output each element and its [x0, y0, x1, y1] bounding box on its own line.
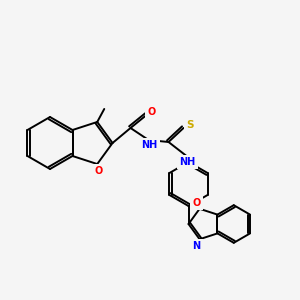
Text: O: O [193, 198, 201, 208]
Text: O: O [147, 107, 156, 117]
Text: N: N [193, 241, 201, 251]
Text: O: O [94, 166, 102, 176]
Text: S: S [186, 120, 193, 130]
Text: NH: NH [179, 157, 196, 167]
Text: NH: NH [141, 140, 158, 150]
